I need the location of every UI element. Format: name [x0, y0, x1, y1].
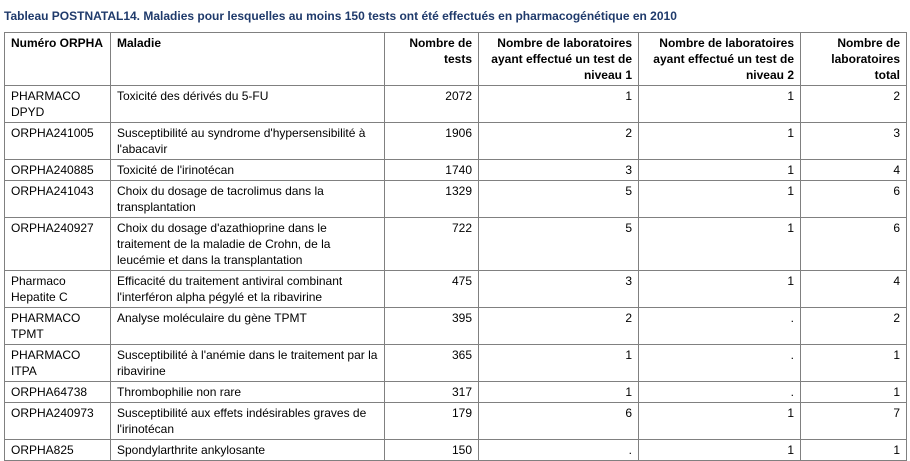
cell-niveau2: 1 [638, 85, 801, 123]
cell-total: 1 [800, 344, 907, 382]
cell-tests: 2072 [384, 85, 479, 123]
cell-tests: 317 [384, 381, 479, 403]
cell-niveau1: 2 [478, 307, 639, 345]
cell-orpha: PHARMACO TPMT [4, 307, 111, 345]
cell-maladie: Efficacité du traitement antiviral combi… [110, 270, 385, 308]
cell-tests: 179 [384, 402, 479, 440]
cell-maladie: Choix du dosage d'azathioprine dans le t… [110, 217, 385, 271]
column-header-maladie: Maladie [110, 32, 385, 86]
cell-tests: 1906 [384, 122, 479, 160]
column-header-niveau2: Nombre de laboratoires ayant effectué un… [638, 32, 801, 86]
cell-niveau1: . [478, 439, 639, 461]
cell-total: 4 [800, 270, 907, 308]
cell-total: 2 [800, 307, 907, 345]
cell-tests: 1740 [384, 159, 479, 181]
cell-niveau2: 1 [638, 159, 801, 181]
cell-niveau2: . [638, 307, 801, 345]
table-row: PHARMACO ITPA Susceptibilité à l'anémie … [4, 344, 907, 382]
table-row: ORPHA240973 Susceptibilité aux effets in… [4, 402, 907, 440]
cell-total: 4 [800, 159, 907, 181]
cell-niveau2: 1 [638, 180, 801, 218]
column-header-tests: Nombre de tests [384, 32, 479, 86]
cell-orpha: ORPHA240927 [4, 217, 111, 271]
table-row: ORPHA64738 Thrombophilie non rare 317 1 … [4, 381, 907, 403]
cell-niveau2: 1 [638, 217, 801, 271]
cell-niveau1: 3 [478, 159, 639, 181]
cell-niveau1: 1 [478, 381, 639, 403]
cell-niveau1: 5 [478, 180, 639, 218]
cell-niveau1: 6 [478, 402, 639, 440]
table-row: ORPHA240885 Toxicité de l'irinotécan 174… [4, 159, 907, 181]
cell-niveau2: . [638, 381, 801, 403]
cell-orpha: Pharmaco Hepatite C [4, 270, 111, 308]
cell-total: 3 [800, 122, 907, 160]
data-table: Numéro ORPHA Maladie Nombre de tests Nom… [4, 32, 907, 461]
cell-maladie: Spondylarthrite ankylosante [110, 439, 385, 461]
table-row: ORPHA825 Spondylarthrite ankylosante 150… [4, 439, 907, 461]
cell-tests: 475 [384, 270, 479, 308]
cell-total: 6 [800, 180, 907, 218]
header-row: Numéro ORPHA Maladie Nombre de tests Nom… [4, 32, 907, 86]
cell-total: 1 [800, 381, 907, 403]
cell-niveau1: 2 [478, 122, 639, 160]
cell-maladie: Choix du dosage de tacrolimus dans la tr… [110, 180, 385, 218]
cell-orpha: ORPHA241043 [4, 180, 111, 218]
cell-total: 2 [800, 85, 907, 123]
table-title: Tableau POSTNATAL14. Maladies pour lesqu… [4, 9, 677, 23]
cell-orpha: ORPHA240885 [4, 159, 111, 181]
cell-niveau2: 1 [638, 122, 801, 160]
table-row: ORPHA240927 Choix du dosage d'azathiopri… [4, 217, 907, 271]
cell-niveau2: . [638, 344, 801, 382]
cell-orpha: ORPHA825 [4, 439, 111, 461]
cell-maladie: Susceptibilité aux effets indésirables g… [110, 402, 385, 440]
cell-maladie: Thrombophilie non rare [110, 381, 385, 403]
table-row: ORPHA241043 Choix du dosage de tacrolimu… [4, 180, 907, 218]
column-header-niveau1: Nombre de laboratoires ayant effectué un… [478, 32, 639, 86]
cell-total: 1 [800, 439, 907, 461]
cell-niveau1: 1 [478, 344, 639, 382]
cell-niveau1: 3 [478, 270, 639, 308]
cell-maladie: Toxicité des dérivés du 5-FU [110, 85, 385, 123]
table-row: PHARMACO DPYD Toxicité des dérivés du 5-… [4, 85, 907, 123]
cell-tests: 1329 [384, 180, 479, 218]
cell-niveau1: 1 [478, 85, 639, 123]
cell-niveau1: 5 [478, 217, 639, 271]
cell-tests: 395 [384, 307, 479, 345]
cell-niveau2: 1 [638, 402, 801, 440]
cell-orpha: ORPHA241005 [4, 122, 111, 160]
cell-maladie: Susceptibilité à l'anémie dans le traite… [110, 344, 385, 382]
cell-total: 6 [800, 217, 907, 271]
table-row: ORPHA241005 Susceptibilité au syndrome d… [4, 122, 907, 160]
column-header-orpha: Numéro ORPHA [4, 32, 111, 86]
table-row: PHARMACO TPMT Analyse moléculaire du gèn… [4, 307, 907, 345]
cell-niveau2: 1 [638, 439, 801, 461]
cell-total: 7 [800, 402, 907, 440]
cell-maladie: Toxicité de l'irinotécan [110, 159, 385, 181]
cell-tests: 722 [384, 217, 479, 271]
cell-niveau2: 1 [638, 270, 801, 308]
column-header-total: Nombre de laboratoires total [800, 32, 907, 86]
cell-maladie: Susceptibilité au syndrome d'hypersensib… [110, 122, 385, 160]
cell-orpha: PHARMACO DPYD [4, 85, 111, 123]
cell-tests: 365 [384, 344, 479, 382]
cell-orpha: ORPHA240973 [4, 402, 111, 440]
table-row: Pharmaco Hepatite C Efficacité du traite… [4, 270, 907, 308]
cell-maladie: Analyse moléculaire du gène TPMT [110, 307, 385, 345]
cell-orpha: ORPHA64738 [4, 381, 111, 403]
cell-orpha: PHARMACO ITPA [4, 344, 111, 382]
cell-tests: 150 [384, 439, 479, 461]
